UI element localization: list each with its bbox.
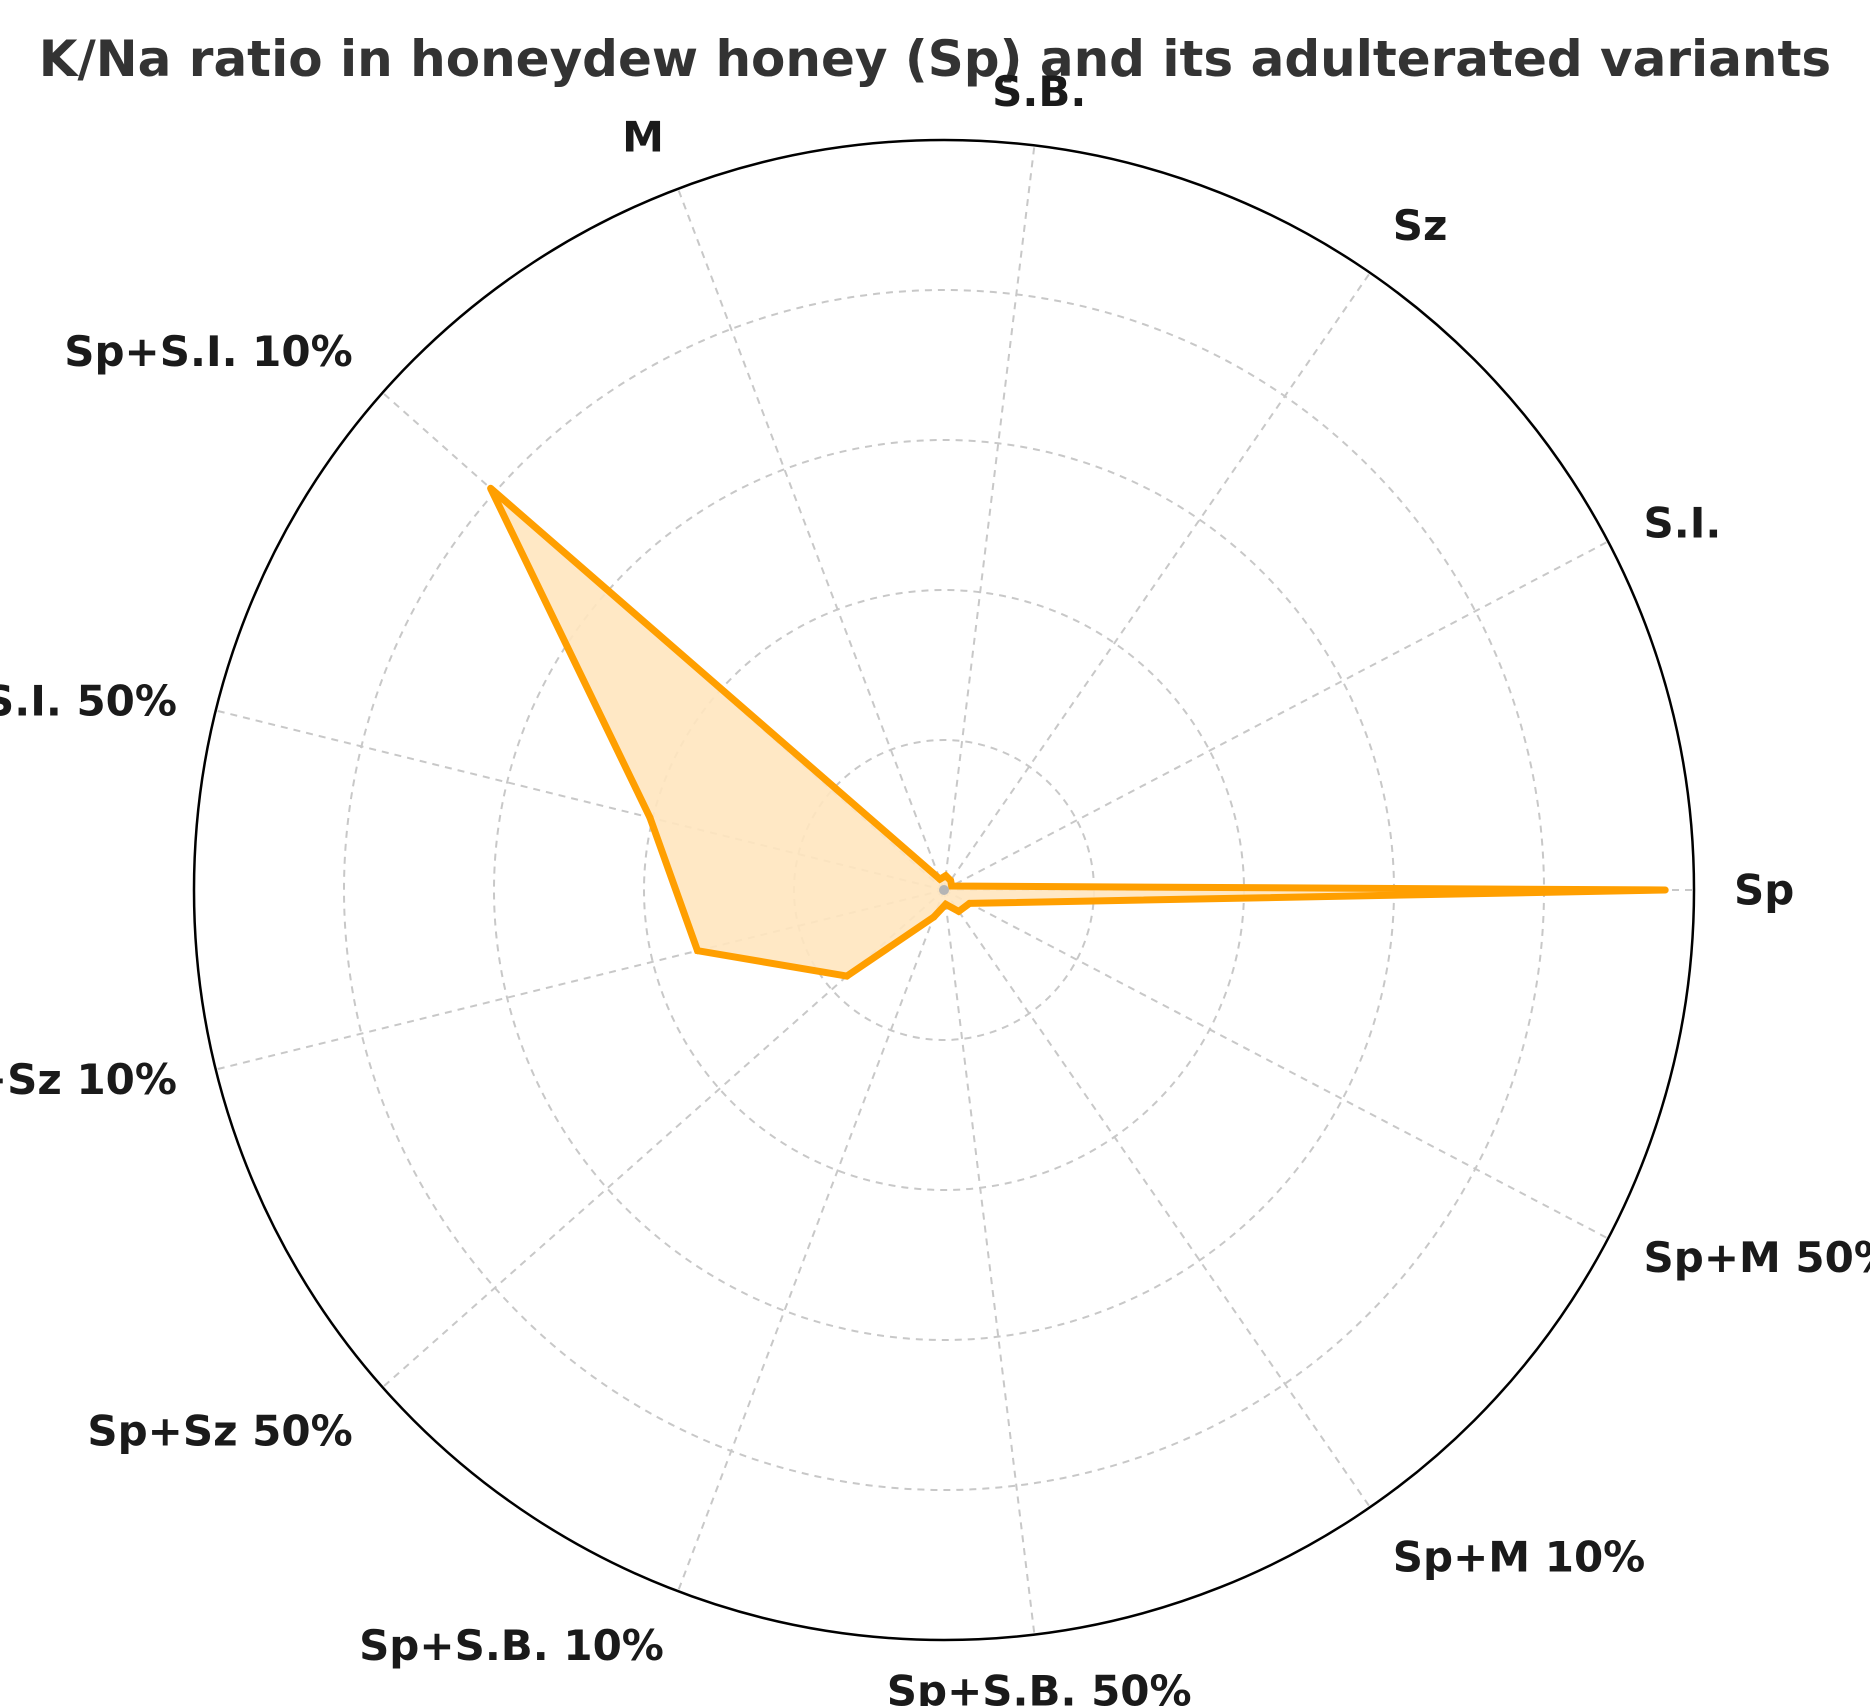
data-point <box>487 484 495 492</box>
radar-series <box>487 484 1669 980</box>
data-point <box>930 913 938 921</box>
axis-label: Sp+Sz 50% <box>87 1406 352 1455</box>
grid-spoke <box>215 889 945 1071</box>
axis-label: S.I. <box>1644 499 1722 548</box>
axis-label: Sp <box>1734 866 1794 915</box>
data-point <box>694 947 701 955</box>
data-point <box>843 972 851 980</box>
grid-spoke <box>381 391 945 891</box>
axis-label: Sp+S.B. 50% <box>887 1667 1192 1706</box>
axis-label: S.B. <box>992 67 1086 116</box>
grid-spoke <box>677 889 945 1592</box>
axis-label: M <box>622 112 664 161</box>
grid-spoke <box>943 145 1036 891</box>
axis-label: Sp+M 50% <box>1644 1233 1870 1282</box>
grid-spoke <box>943 540 1609 891</box>
data-point <box>936 875 944 883</box>
axis-label: Sp+Sz 10% <box>0 1055 177 1104</box>
grid-spoke <box>943 889 1371 1508</box>
data-point <box>646 814 654 821</box>
axis-label: Sp+M 10% <box>1393 1533 1645 1582</box>
data-point <box>966 899 973 907</box>
series-area <box>487 485 1666 980</box>
data-point <box>955 907 963 915</box>
chart-title: K/Na ratio in honeydew honey (Sp) and it… <box>38 30 1832 88</box>
grid-spoke <box>943 889 1609 1240</box>
data-point <box>948 882 956 890</box>
axis-label: Sp+S.B. 10% <box>359 1621 664 1670</box>
radar-axis-labels: Sp S.I. Sz S.B. M Sp+S.I. 10% Sp+S.I. 50% Sp+Sz… <box>0 67 1870 1706</box>
grid-spoke <box>943 889 1036 1635</box>
grid-spoke <box>943 272 1371 891</box>
data-point <box>1661 886 1669 894</box>
grid-spoke <box>381 889 945 1389</box>
grid-spoke <box>215 709 945 891</box>
center-point <box>939 885 949 895</box>
data-point <box>942 900 950 908</box>
axis-label: Sp+S.I. 50% <box>0 677 177 726</box>
axis-label: Sz <box>1393 201 1448 250</box>
data-point <box>947 877 955 884</box>
polar-frame <box>192 138 1696 1642</box>
data-point <box>942 872 950 880</box>
grid-spoke <box>677 188 945 891</box>
axis-label: Sp+S.I. 10% <box>64 327 352 376</box>
